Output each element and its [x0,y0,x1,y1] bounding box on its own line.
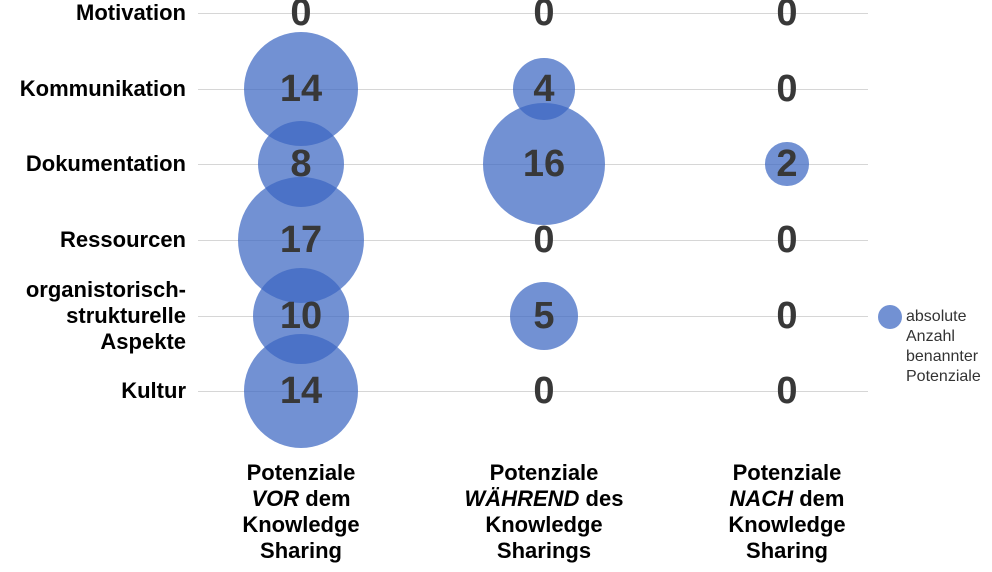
value-label-col0-row3: 17 [279,219,323,261]
bubble-vor-5 [243,333,359,449]
value-label-col0-row4: 10 [279,295,323,337]
column-label-line: Potenziale [489,460,599,485]
gridline-row-0 [198,13,868,14]
value-label-col0-row2: 8 [290,143,312,185]
value-label-col1-row4: 5 [533,295,555,337]
row-label-1: Kommunikation [19,76,186,101]
value-label-col1-row1: 4 [533,68,555,110]
value-label-col1-row3: 0 [533,219,555,261]
column-label-line: Sharing [746,538,828,563]
bubble-swatch-icon [878,305,902,329]
value-label-col2-row0: 0 [776,0,798,34]
column-label-line: NACH dem [729,486,845,511]
column-label-line: Sharings [496,538,592,563]
value-label-col2-row5: 0 [776,370,798,412]
value-label-col1-row0: 0 [533,0,555,34]
bubble-während-4 [509,281,579,351]
column-label-line: WÄHREND des [464,486,624,511]
column-label-2: Potenziale NACH dem Knowledge Sharing [627,460,947,564]
column-label-line: VOR dem [251,486,351,511]
column-label-0: Potenziale VOR dem Knowledge Sharing [141,460,461,564]
column-label-line: Knowledge [485,512,603,537]
value-label-col0-row5: 14 [279,370,323,412]
value-label-col1-row5: 0 [533,370,555,412]
value-label-col1-row2: 16 [522,143,566,185]
row-label-3: Ressourcen [60,227,186,252]
legend-label: absolute Anzahl benannter Potenziale [906,308,981,385]
value-label-col0-row0: 0 [290,0,312,34]
gridline-row-3 [198,240,868,241]
value-label-col0-row1: 14 [279,68,323,110]
gridline-row-5 [198,391,868,392]
row-label-2: Dokumentation [25,151,186,176]
column-label-line: Potenziale [246,460,356,485]
bubble-nach-2 [765,142,809,186]
column-label-line: Potenziale [732,460,842,485]
row-label-4: organistorisch- strukturelle Aspekte [25,277,186,354]
bubble-während-2 [482,102,606,226]
row-label-0: Motivation [76,0,186,25]
column-label-line: Knowledge [242,512,360,537]
value-label-col2-row4: 0 [776,295,798,337]
column-label-1: Potenziale WÄHREND des Knowledge Sharings [384,460,704,564]
value-label-col2-row3: 0 [776,219,798,261]
value-label-col2-row1: 0 [776,68,798,110]
row-label-5: Kultur [121,378,186,403]
value-label-col2-row2: 2 [776,143,798,185]
column-label-line: Knowledge [728,512,846,537]
column-label-line: Sharing [260,538,342,563]
